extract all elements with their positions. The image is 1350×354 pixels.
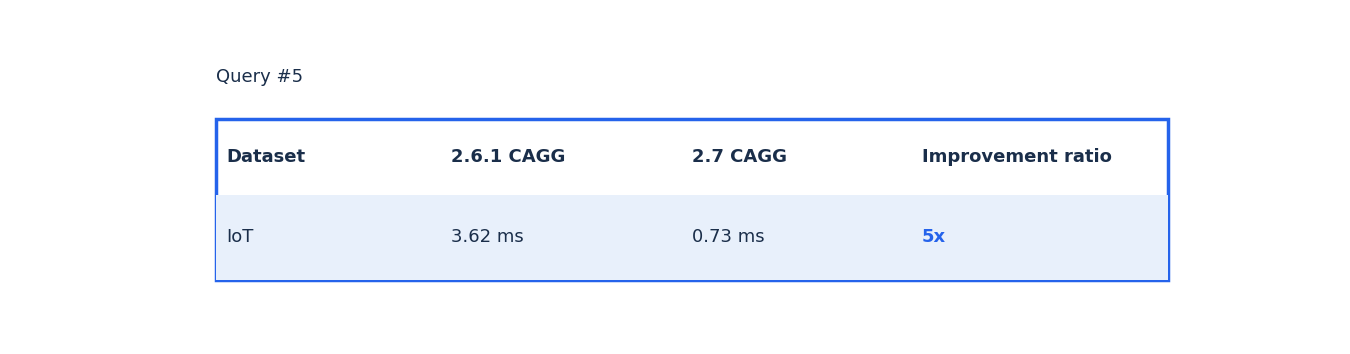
Text: Query #5: Query #5 [216, 68, 302, 86]
Text: 2.7 CAGG: 2.7 CAGG [691, 148, 787, 166]
Text: Improvement ratio: Improvement ratio [922, 148, 1112, 166]
Text: 3.62 ms: 3.62 ms [451, 228, 524, 246]
Text: 0.73 ms: 0.73 ms [691, 228, 764, 246]
Bar [216, 119, 1168, 280]
Text: IoT: IoT [227, 228, 254, 246]
Text: 2.6.1 CAGG: 2.6.1 CAGG [451, 148, 566, 166]
Text: Dataset: Dataset [227, 148, 305, 166]
Text: 5x: 5x [922, 228, 946, 246]
Bar [216, 195, 1168, 280]
